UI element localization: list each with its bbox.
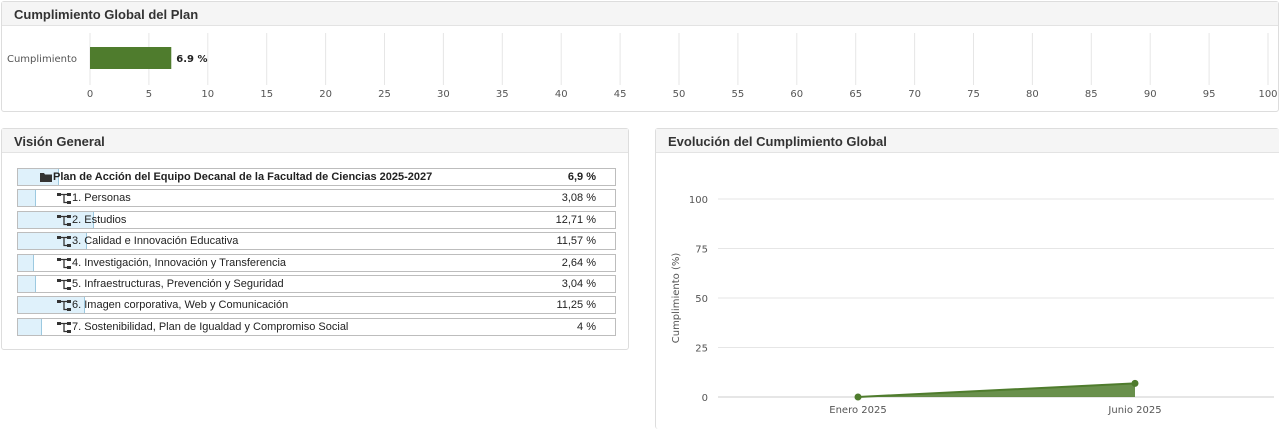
tree-row[interactable]: 5. Infraestructuras, Prevención y Seguri… bbox=[17, 274, 616, 293]
x-tick-label: 80 bbox=[1026, 89, 1039, 100]
tree-row-percentage: 3,08 % bbox=[561, 192, 596, 205]
progress-fill bbox=[18, 275, 37, 292]
x-tick-label: 50 bbox=[673, 89, 686, 100]
x-tick-label: 60 bbox=[790, 89, 803, 100]
tree-row[interactable]: 6. Imagen corporativa, Web y Comunicació… bbox=[17, 296, 616, 315]
sitemap-icon bbox=[57, 278, 71, 290]
data-point[interactable] bbox=[854, 393, 862, 401]
x-tick-label: Junio 2025 bbox=[1107, 405, 1161, 416]
tree-row-percentage: 4 % bbox=[577, 320, 596, 333]
progress-fill bbox=[18, 254, 34, 271]
x-tick-label: 95 bbox=[1203, 89, 1216, 100]
tree-row-percentage: 11,57 % bbox=[556, 235, 596, 248]
tree-row-label: 2. Estudios bbox=[72, 213, 127, 226]
x-tick-label: 65 bbox=[849, 89, 862, 100]
x-tick-label: 25 bbox=[378, 89, 391, 100]
tree-row-label: 4. Investigación, Innovación y Transfere… bbox=[72, 256, 287, 269]
sitemap-icon bbox=[57, 257, 71, 269]
tree-row-label: Plan de Acción del Equipo Decanal de la … bbox=[53, 171, 433, 183]
tree-row-percentage: 6,9 % bbox=[567, 171, 596, 183]
tree-row-label: 3. Calidad e Innovación Educativa bbox=[72, 235, 239, 248]
tree-row-percentage: 3,04 % bbox=[561, 277, 596, 290]
x-tick-label: 15 bbox=[260, 89, 273, 100]
sitemap-icon bbox=[57, 300, 71, 312]
x-tick-label: 40 bbox=[555, 89, 568, 100]
global-compliance-chart: 0 5 10 15 20 25 30 35 40 45 50 55 60 65 70 75 80 85 90 95 10… bbox=[7, 33, 1278, 100]
category-label: Cumplimiento bbox=[7, 54, 77, 65]
x-tick-label: 0 bbox=[87, 89, 93, 100]
bar-value-label: 6.9 % bbox=[176, 54, 207, 65]
progress-fill bbox=[18, 318, 42, 335]
x-tick-label: 90 bbox=[1144, 89, 1157, 100]
tree-row-root[interactable]: Plan de Acción del Equipo Decanal de la … bbox=[17, 168, 616, 186]
tree-row-label: 6. Imagen corporativa, Web y Comunicació… bbox=[72, 299, 289, 312]
evolution-panel: Evolución del Cumplimiento Global 0 25 50 7… bbox=[655, 128, 1279, 429]
tree-row[interactable]: 3. Calidad e Innovación Educativa 11,57 % bbox=[17, 232, 616, 251]
tree-row-label: 1. Personas bbox=[72, 192, 131, 205]
tree-row[interactable]: 1. Personas 3,08 % bbox=[17, 189, 616, 208]
x-tick-label: Enero 2025 bbox=[829, 405, 886, 416]
x-tick-label: 10 bbox=[201, 89, 214, 100]
tree-row-percentage: 2,64 % bbox=[561, 256, 596, 269]
global-compliance-panel: Cumplimiento Global del Plan 0 5 10 15 20 25 3… bbox=[1, 1, 1279, 112]
folder-icon bbox=[40, 172, 53, 182]
tree-row[interactable]: 2. Estudios 12,71 % bbox=[17, 210, 616, 229]
series-line bbox=[857, 382, 1136, 398]
tree-row-percentage: 11,25 % bbox=[556, 299, 596, 312]
overview-title: Visión General bbox=[2, 129, 628, 153]
x-tick-label: 70 bbox=[908, 89, 921, 100]
progress-fill bbox=[18, 190, 37, 207]
evolution-chart: 0 25 50 75 100 Cumplimiento (%) Enero 2025 Juni… bbox=[671, 195, 1274, 416]
overview-tree: Plan de Acción del Equipo Decanal de la … bbox=[17, 168, 616, 339]
x-tick-label: 5 bbox=[146, 89, 152, 100]
y-tick-label: 0 bbox=[702, 393, 708, 404]
tree-row-label: 5. Infraestructuras, Prevención y Seguri… bbox=[72, 277, 284, 290]
evolution-title: Evolución del Cumplimiento Global bbox=[656, 129, 1279, 153]
sitemap-icon bbox=[57, 321, 71, 333]
progress-fill bbox=[18, 211, 94, 228]
x-tick-label: 100 bbox=[1258, 89, 1277, 100]
y-axis-label: Cumplimiento (%) bbox=[671, 253, 682, 344]
sitemap-icon bbox=[57, 193, 71, 205]
sitemap-icon bbox=[57, 214, 71, 226]
x-tick-label: 20 bbox=[319, 89, 332, 100]
y-tick-label: 25 bbox=[695, 344, 708, 355]
x-tick-label: 85 bbox=[1085, 89, 1098, 100]
compliance-bar bbox=[90, 47, 172, 69]
y-tick-label: 50 bbox=[695, 294, 708, 305]
y-tick-label: 100 bbox=[689, 195, 708, 206]
sitemap-icon bbox=[57, 236, 71, 248]
global-compliance-title: Cumplimiento Global del Plan bbox=[2, 2, 1278, 26]
x-tick-label: 55 bbox=[732, 89, 745, 100]
tree-row[interactable]: 7. Sostenibilidad, Plan de Igualdad y Co… bbox=[17, 317, 616, 336]
data-point[interactable] bbox=[1131, 379, 1139, 387]
x-tick-label: 35 bbox=[496, 89, 509, 100]
y-tick-label: 75 bbox=[695, 245, 708, 256]
x-tick-label: 30 bbox=[437, 89, 450, 100]
tree-row-percentage: 12,71 % bbox=[555, 213, 596, 226]
overview-panel: Visión General Plan de Acción del Equipo… bbox=[1, 128, 629, 350]
tree-row-label: 7. Sostenibilidad, Plan de Igualdad y Co… bbox=[72, 320, 349, 333]
x-tick-label: 75 bbox=[967, 89, 980, 100]
x-tick-label: 45 bbox=[614, 89, 627, 100]
tree-row[interactable]: 4. Investigación, Innovación y Transfere… bbox=[17, 253, 616, 272]
